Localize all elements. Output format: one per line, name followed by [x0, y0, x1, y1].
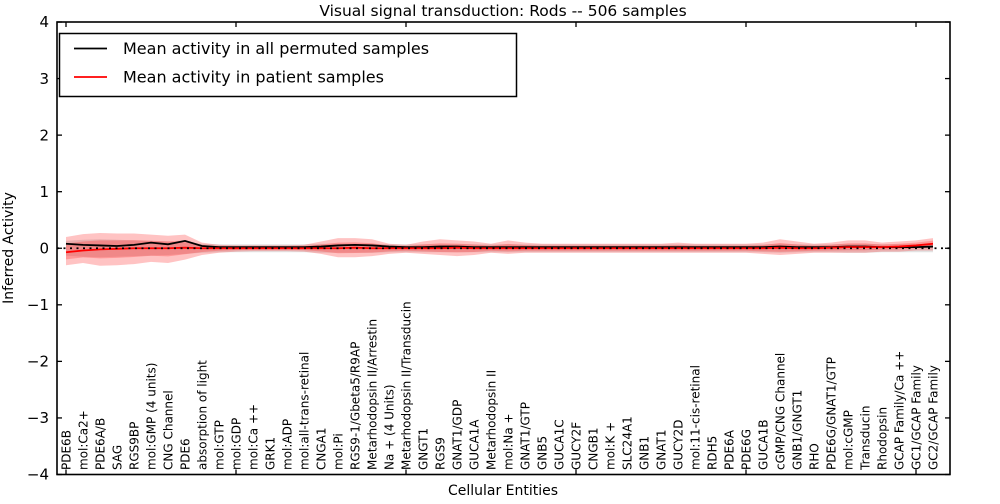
legend-label-permuted: Mean activity in all permuted samples [123, 39, 429, 58]
x-tick-label: GNAT1 [655, 429, 669, 470]
x-tick-label: mol:cGMP [842, 410, 856, 470]
x-tick-label: GUCA1B [757, 419, 771, 470]
x-tick-label: mol:GTP [213, 420, 227, 470]
x-tick-label: GCAP Family/Ca ++ [893, 351, 907, 470]
x-tick-label: PDE6B [60, 430, 74, 470]
x-tick-label: mol:all-trans-retinal [298, 352, 312, 470]
x-tick-label: Metarhodopsin II/Transducin [400, 301, 414, 470]
x-tick-label: RDH5 [706, 436, 720, 470]
y-tick-label: −1 [27, 296, 49, 314]
x-tick-label: PDE6G/GNAT1/GTP [825, 357, 839, 470]
x-tick-label: CNG Channel [162, 390, 176, 470]
x-tick-label: Na + (4 Units) [383, 384, 397, 470]
x-tick-label: SLC24A1 [621, 416, 635, 470]
x-tick-label: Transducin [859, 406, 873, 471]
x-tick-label: PDE6A [723, 429, 737, 470]
x-tick-label: mol:Ca ++ [247, 404, 261, 470]
x-tick-label: RHO [808, 443, 822, 470]
y-tick-label: −2 [27, 353, 49, 371]
x-tick-label: GUCA1C [553, 419, 567, 470]
chart-title: Visual signal transduction: Rods -- 506 … [319, 2, 686, 20]
x-tick-label: cGMP/CNG Channel [774, 353, 788, 470]
x-tick-label: mol:GDP [230, 418, 244, 470]
x-tick-label: CNGB1 [587, 427, 601, 470]
x-tick-label: GC1/GCAP Family [910, 365, 924, 470]
x-tick-label: mol:Ca2+ [77, 410, 91, 470]
x-tick-label: RGS9-1/Gbeta5/R9AP [349, 342, 363, 470]
x-tick-label: PDE6 [179, 438, 193, 470]
y-axis-label: Inferred Activity [1, 192, 17, 304]
legend-box [58, 32, 518, 98]
y-tick-label: 1 [39, 183, 49, 201]
x-tick-label: mol:11-cis-retinal [689, 365, 703, 470]
x-tick-label: mol:Pi [332, 433, 346, 470]
x-tick-label: Rhodopsin [876, 407, 890, 470]
legend-label-patient: Mean activity in patient samples [123, 68, 384, 87]
x-tick-label: PDE6G [740, 429, 754, 470]
legend: Mean activity in all permuted samples Me… [58, 32, 518, 98]
y-tick-label: 3 [39, 70, 49, 88]
x-tick-label: GRK1 [264, 437, 278, 470]
x-tick-label: Metarhodopsin II/Arrestin [366, 319, 380, 470]
y-tick-label: −4 [27, 466, 49, 484]
permuted-mean-line [65, 239, 934, 249]
x-tick-label: mol:K + [604, 422, 618, 470]
x-tick-label: mol:ADP [281, 419, 295, 470]
x-tick-label: GNGT1 [417, 428, 431, 470]
x-tick-label: RGS9 [434, 437, 448, 470]
y-tick-label: −3 [27, 409, 49, 427]
x-tick-label: GNAT1/GDP [451, 400, 465, 470]
x-tick-label: mol:GMP (4 units) [145, 363, 159, 470]
patient-std-band-inner [66, 240, 933, 260]
x-tick-label: GNAT1/GTP [519, 402, 533, 470]
x-tick-label: GUCA1A [468, 419, 482, 470]
x-tick-label: GNB1/GNGT1 [791, 390, 805, 470]
x-axis-label: Cellular Entities [448, 483, 558, 499]
x-tick-label: PDE6A/B [94, 418, 108, 470]
x-tick-label: GNB5 [536, 436, 550, 470]
y-tick-label: 0 [39, 239, 49, 257]
x-tick-label: GC2/GCAP Family [927, 365, 941, 470]
x-tick-label: GUCY2D [672, 420, 686, 470]
x-tick-label: CNGA1 [315, 428, 329, 471]
patient-std-band [66, 232, 933, 266]
x-tick-label: RGS9BP [128, 422, 142, 470]
x-tick-label: GNB1 [638, 436, 652, 470]
y-tick-label: 4 [39, 13, 49, 31]
x-tick-label: mol:Na + [502, 413, 516, 470]
x-tick-label: Metarhodopsin II [485, 370, 499, 470]
y-tick-label: 2 [39, 126, 49, 144]
x-tick-label: SAG [111, 445, 125, 470]
x-tick-label: absorption of light [196, 360, 210, 470]
x-tick-label: GUCY2F [570, 422, 584, 470]
